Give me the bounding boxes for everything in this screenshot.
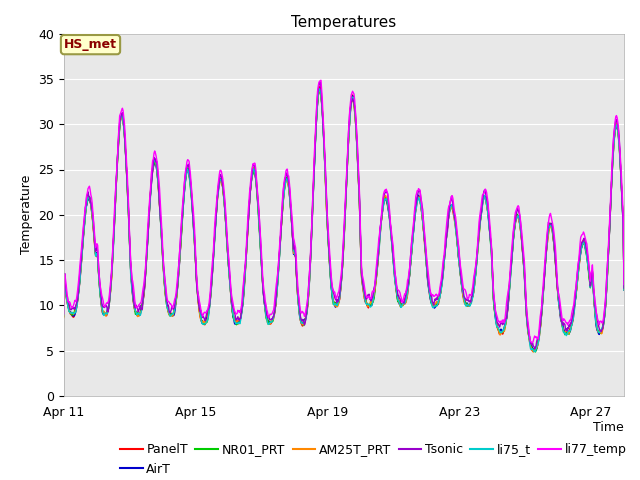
li77_temp [489, 275, 497, 280]
PanelT [173, 285, 181, 290]
li75_t [398, 302, 406, 308]
NR01_PRT [124, 197, 132, 203]
AM25T_PRT [620, 287, 628, 292]
PanelT [124, 198, 132, 204]
AirT [398, 301, 406, 307]
li77_temp [124, 187, 132, 193]
li75_t [530, 348, 538, 354]
Legend: PanelT, AirT, NR01_PRT, AM25T_PRT, Tsonic, li75_t, li77_temp: PanelT, AirT, NR01_PRT, AM25T_PRT, Tsoni… [115, 439, 632, 480]
li77_temp [136, 302, 143, 308]
AM25T_PRT [124, 199, 132, 204]
li75_t [620, 287, 628, 293]
li75_t [351, 104, 358, 109]
NR01_PRT [532, 349, 540, 355]
Text: HS_met: HS_met [64, 38, 117, 51]
NR01_PRT [620, 287, 628, 292]
PanelT [136, 312, 143, 318]
AirT [489, 278, 497, 284]
li77_temp [398, 300, 406, 305]
PanelT [529, 348, 537, 354]
Tsonic [351, 104, 358, 110]
Tsonic [620, 285, 628, 291]
PanelT [620, 287, 628, 293]
Line: li77_temp: li77_temp [64, 80, 624, 343]
AirT [173, 286, 181, 292]
AirT [136, 312, 143, 318]
li75_t [124, 198, 132, 204]
li77_temp [173, 277, 181, 283]
AM25T_PRT [136, 310, 143, 316]
Line: NR01_PRT: NR01_PRT [64, 90, 624, 352]
NR01_PRT [489, 279, 497, 285]
PanelT [398, 302, 406, 308]
AirT [620, 287, 628, 293]
li75_t [316, 86, 323, 92]
NR01_PRT [316, 87, 323, 93]
Y-axis label: Temperature: Temperature [20, 175, 33, 254]
Line: AirT: AirT [64, 89, 624, 351]
li77_temp [620, 282, 628, 288]
li75_t [489, 279, 497, 285]
Tsonic [124, 195, 132, 201]
AM25T_PRT [489, 277, 497, 283]
AirT [316, 86, 323, 92]
AirT [532, 348, 540, 354]
li77_temp [528, 340, 536, 346]
Tsonic [173, 284, 181, 289]
li75_t [173, 285, 181, 290]
AirT [60, 313, 68, 319]
AirT [124, 195, 132, 201]
Title: Temperatures: Temperatures [291, 15, 397, 30]
Tsonic [398, 298, 406, 304]
Tsonic [316, 79, 324, 84]
PanelT [351, 106, 358, 111]
Line: PanelT: PanelT [64, 87, 624, 351]
AM25T_PRT [398, 302, 406, 308]
PanelT [489, 278, 497, 284]
Line: Tsonic: Tsonic [64, 82, 624, 349]
Line: AM25T_PRT: AM25T_PRT [64, 90, 624, 352]
Tsonic [489, 274, 497, 280]
NR01_PRT [136, 310, 143, 316]
AM25T_PRT [351, 108, 358, 114]
Tsonic [136, 306, 143, 312]
AM25T_PRT [173, 286, 181, 292]
Tsonic [531, 346, 538, 352]
li75_t [60, 312, 68, 317]
Text: Time: Time [593, 421, 624, 434]
AM25T_PRT [60, 315, 68, 321]
NR01_PRT [351, 108, 358, 114]
AirT [351, 105, 358, 111]
Tsonic [60, 311, 68, 316]
Line: li75_t: li75_t [64, 89, 624, 351]
PanelT [60, 313, 68, 319]
NR01_PRT [173, 287, 181, 292]
NR01_PRT [60, 313, 68, 319]
li77_temp [351, 97, 358, 103]
li77_temp [317, 77, 325, 83]
AM25T_PRT [316, 87, 323, 93]
AM25T_PRT [529, 349, 537, 355]
li75_t [136, 312, 143, 317]
li77_temp [60, 311, 68, 317]
PanelT [316, 84, 323, 90]
NR01_PRT [398, 302, 406, 308]
